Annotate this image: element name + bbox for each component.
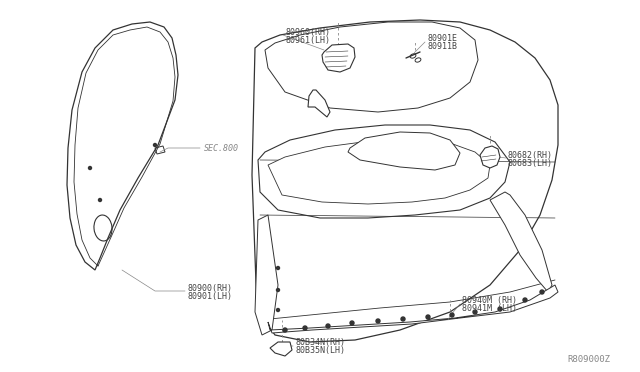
Circle shape [303, 326, 307, 330]
Circle shape [426, 315, 430, 319]
Circle shape [350, 321, 354, 325]
Polygon shape [270, 342, 292, 356]
Polygon shape [258, 125, 510, 218]
Polygon shape [480, 146, 500, 168]
Circle shape [276, 289, 280, 292]
Circle shape [473, 310, 477, 314]
Text: 80901(LH): 80901(LH) [188, 292, 233, 301]
Circle shape [450, 313, 454, 317]
Circle shape [276, 266, 280, 269]
Polygon shape [308, 90, 330, 117]
Ellipse shape [415, 58, 421, 62]
Polygon shape [268, 140, 490, 204]
Polygon shape [265, 22, 478, 112]
Text: 80911B: 80911B [427, 42, 457, 51]
Text: 80900(RH): 80900(RH) [188, 283, 233, 292]
Circle shape [99, 199, 102, 202]
Polygon shape [67, 22, 178, 270]
Circle shape [523, 298, 527, 302]
Circle shape [283, 328, 287, 332]
Circle shape [401, 317, 405, 321]
Text: 80941M (LH): 80941M (LH) [462, 304, 517, 312]
Polygon shape [490, 192, 552, 292]
Circle shape [276, 308, 280, 311]
Text: R809000Z: R809000Z [567, 356, 610, 365]
Polygon shape [255, 215, 278, 335]
Text: 80683(LH): 80683(LH) [508, 158, 553, 167]
Text: 80940M (RH): 80940M (RH) [462, 295, 517, 305]
Text: 80682(RH): 80682(RH) [508, 151, 553, 160]
Circle shape [376, 319, 380, 323]
Circle shape [498, 307, 502, 311]
Circle shape [88, 167, 92, 170]
Text: 80B34N(RH): 80B34N(RH) [295, 337, 345, 346]
Polygon shape [348, 132, 460, 170]
Circle shape [326, 324, 330, 328]
Polygon shape [252, 20, 558, 342]
Text: 80901E: 80901E [427, 33, 457, 42]
Polygon shape [322, 44, 355, 72]
Text: 80B35N(LH): 80B35N(LH) [295, 346, 345, 355]
Text: SEC.800: SEC.800 [204, 144, 239, 153]
Text: 80961(LH): 80961(LH) [285, 35, 330, 45]
Circle shape [540, 290, 544, 294]
Polygon shape [268, 285, 558, 333]
Text: 80960(RH): 80960(RH) [285, 28, 330, 36]
Circle shape [154, 144, 157, 147]
Ellipse shape [410, 54, 416, 58]
